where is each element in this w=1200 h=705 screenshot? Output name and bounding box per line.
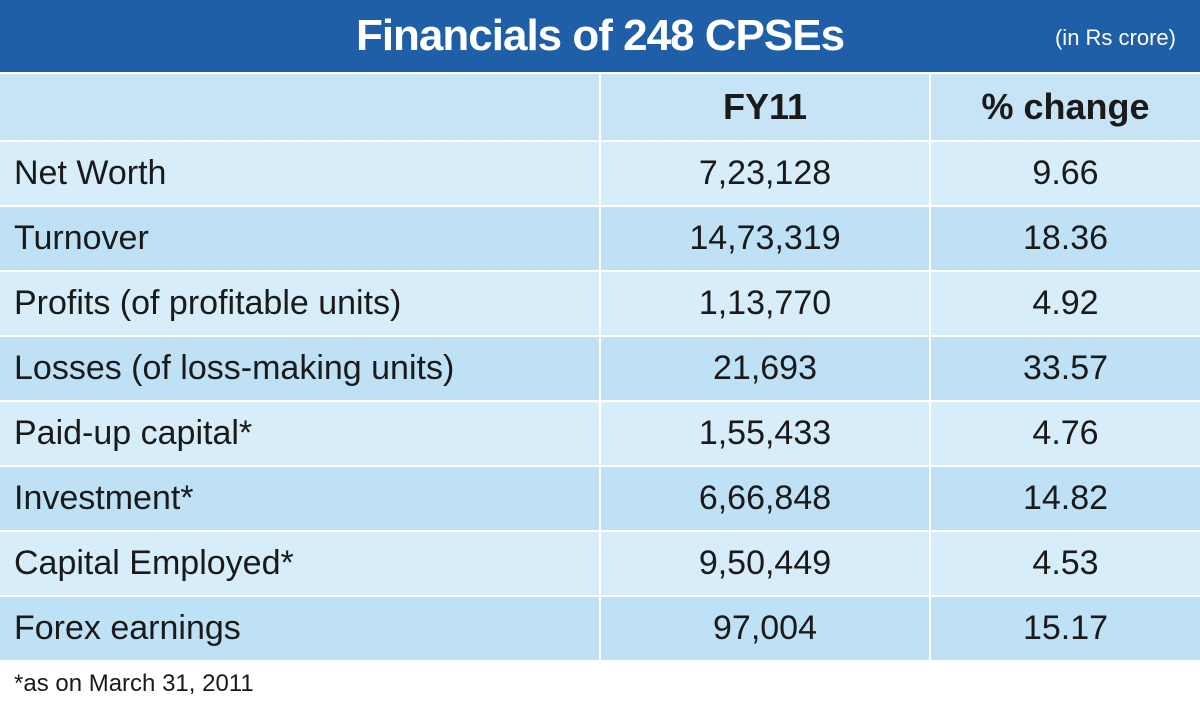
row-pct-change-value: 18.36	[930, 206, 1200, 272]
footnote: *as on March 31, 2011	[14, 670, 254, 697]
row-pct-change-value: 9.66	[930, 141, 1200, 207]
row-pct-change-value: 14.82	[930, 466, 1200, 532]
header-cell-pct-change: % change	[930, 74, 1200, 142]
table-row: Net Worth 7,23,128 9.66	[0, 141, 1200, 207]
row-fy11-value: 1,13,770	[600, 271, 931, 337]
row-fy11-value: 6,66,848	[600, 466, 931, 532]
row-label: Losses (of loss-making units)	[0, 336, 601, 402]
unit-note: (in Rs crore)	[1054, 25, 1176, 50]
row-label: Turnover	[0, 206, 601, 272]
row-fy11-value: 21,693	[600, 336, 931, 402]
row-label: Investment*	[0, 466, 601, 532]
table-row: Profits (of profitable units) 1,13,770 4…	[0, 271, 1200, 337]
table-row: Turnover 14,73,319 18.36	[0, 206, 1200, 272]
table-row: Forex earnings 97,004 15.17	[0, 596, 1200, 662]
table-row: Paid-up capital* 1,55,433 4.76	[0, 401, 1200, 467]
row-label: Net Worth	[0, 141, 601, 207]
header-cell-label	[0, 74, 601, 142]
row-fy11-value: 1,55,433	[600, 401, 931, 467]
row-fy11-value: 14,73,319	[600, 206, 931, 272]
row-pct-change-value: 33.57	[930, 336, 1200, 402]
table-row: Losses (of loss-making units) 21,693 33.…	[0, 336, 1200, 402]
row-pct-change-value: 4.76	[930, 401, 1200, 467]
financials-table: FY11 % change Net Worth 7,23,128 9.66 Tu…	[0, 74, 1200, 662]
financials-table-panel: Financials of 248 CPSEs (in Rs crore) FY…	[0, 0, 1200, 662]
table-body: Net Worth 7,23,128 9.66 Turnover 14,73,3…	[0, 141, 1200, 662]
row-label: Forex earnings	[0, 596, 601, 662]
table-row: Investment* 6,66,848 14.82	[0, 466, 1200, 532]
header-row: FY11 % change	[0, 74, 1200, 142]
row-label: Capital Employed*	[0, 531, 601, 597]
row-label: Profits (of profitable units)	[0, 271, 601, 337]
table-row: Capital Employed* 9,50,449 4.53	[0, 531, 1200, 597]
title-bar: Financials of 248 CPSEs (in Rs crore)	[0, 0, 1200, 74]
row-fy11-value: 97,004	[600, 596, 931, 662]
row-fy11-value: 7,23,128	[600, 141, 931, 207]
row-pct-change-value: 4.53	[930, 531, 1200, 597]
row-pct-change-value: 15.17	[930, 596, 1200, 662]
table-title: Financials of 248 CPSEs	[355, 11, 845, 60]
row-label: Paid-up capital*	[0, 401, 601, 467]
header-cell-fy11: FY11	[600, 74, 931, 142]
row-fy11-value: 9,50,449	[600, 531, 931, 597]
row-pct-change-value: 4.92	[930, 271, 1200, 337]
